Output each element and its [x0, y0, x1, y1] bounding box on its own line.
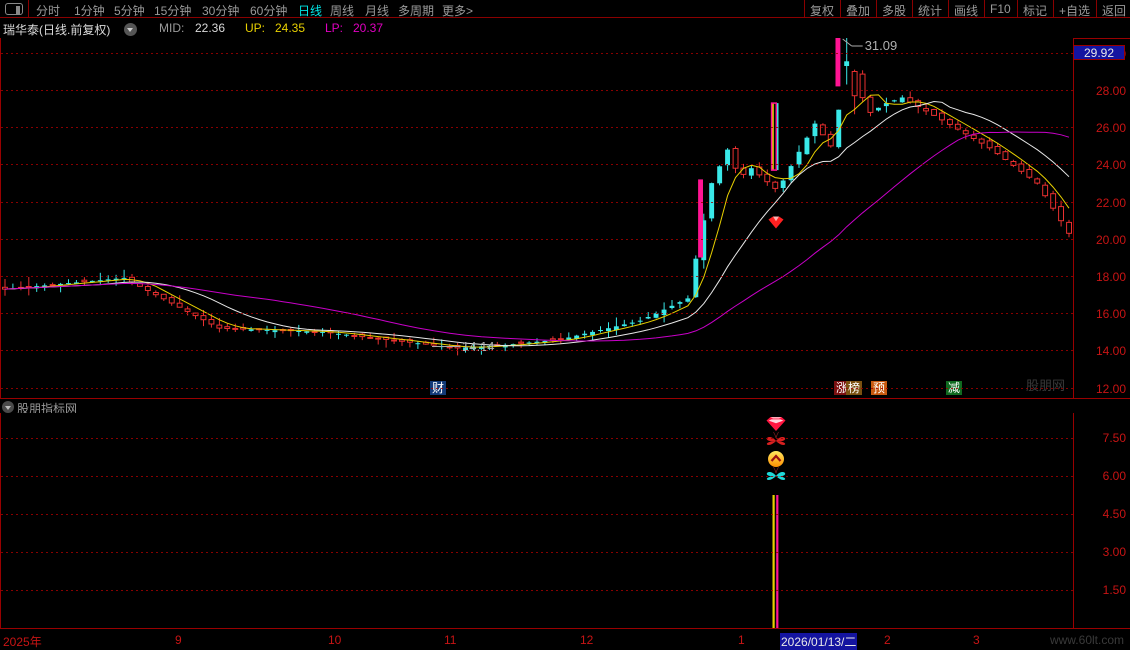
svg-text:31.09: 31.09 — [865, 38, 898, 53]
svg-text:14.14: 14.14 — [462, 339, 495, 354]
